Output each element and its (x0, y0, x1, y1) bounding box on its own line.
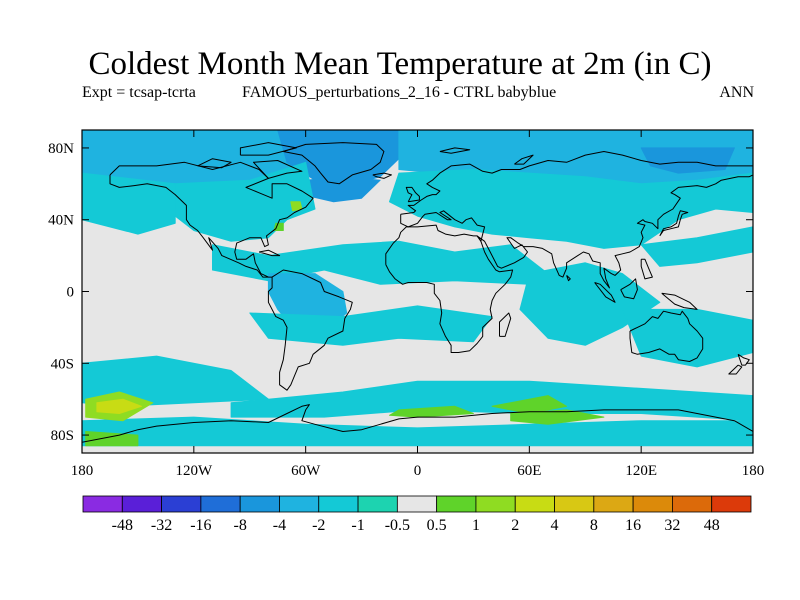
colorbar-swatch (200, 495, 241, 513)
lon-tick-label: 180 (71, 463, 94, 479)
colorbar-swatch (239, 495, 280, 513)
coastline-svalbard (439, 147, 471, 154)
coastline-novaya-zemlya (514, 154, 534, 165)
coastline-ellesmere (239, 142, 297, 156)
colorbar-label: -48 (112, 517, 133, 534)
colorbar-swatch (161, 495, 202, 513)
lon-tick-label: 60W (291, 463, 321, 479)
colorbar-swatch (514, 495, 555, 513)
coastline-uk (405, 186, 420, 203)
lat-tick-label: 80N (48, 141, 74, 157)
coastline-layer (82, 142, 753, 443)
lon-tick-label: 120E (625, 463, 657, 479)
colorbar-label: 8 (590, 517, 598, 534)
coastline-borneo (620, 278, 638, 300)
coastline-greenland (283, 142, 385, 185)
coastline-cuba (258, 249, 281, 257)
colorbar-label: 48 (704, 517, 720, 534)
coastline-madagascar (499, 312, 512, 337)
colorbar-swatch (632, 495, 673, 513)
field-weddell-warm-patch (491, 395, 568, 414)
coastline-victoria-island (197, 158, 232, 169)
coastline-new-guinea (661, 292, 698, 310)
colorbar-label: -16 (190, 517, 211, 534)
field-indian-ocean (519, 262, 661, 346)
colorbar-swatch (475, 495, 516, 513)
colorbar-swatch (711, 495, 752, 513)
colorbar-swatch (121, 495, 162, 513)
colorbar-swatch (279, 495, 320, 513)
colorbar-label: 1 (472, 517, 480, 534)
coastline-baffin (253, 160, 303, 179)
season-label: ANN (719, 84, 754, 101)
lat-tick-label: 80S (51, 428, 74, 444)
field-europe-asia (389, 169, 753, 249)
coastline-new-zealand-south (728, 364, 743, 375)
colorbar-label: 32 (664, 517, 680, 534)
map-title: Coldest Month Mean Temperature at 2m (in… (88, 46, 712, 82)
coastline-australia (629, 310, 704, 362)
colorbar-label: -2 (312, 517, 325, 534)
colorbar-label: 16 (625, 517, 641, 534)
colorbar: -48 -32 -16 -8 -4 -2 -1 -0.5 0.5 1 2 4 8 16 32 48 (82, 495, 752, 534)
colorbar-swatch (396, 495, 438, 513)
lat-tick-label: 40N (48, 213, 74, 229)
field-north-pacific (82, 172, 176, 235)
coastline-south-america (267, 269, 353, 391)
colorbar-label: 4 (551, 517, 559, 534)
field-atlantic-warm-patch (389, 405, 474, 418)
coastline-sri-lanka (566, 275, 571, 282)
coastline-sumatra (594, 282, 616, 303)
lon-tick-label: 180 (742, 463, 765, 479)
coastline-antarctica (82, 404, 753, 443)
field-pacific-hot-core (96, 398, 143, 414)
coastline-africa (385, 224, 514, 353)
lat-tick-label: 0 (67, 285, 75, 301)
coastline-new-zealand (737, 353, 750, 366)
colorbar-swatch (593, 495, 634, 513)
lon-tick-label: 60E (517, 463, 541, 479)
colorbar-label: -8 (234, 517, 247, 534)
field-southern-ocean-band (230, 380, 753, 422)
colorbar-swatch (436, 495, 477, 513)
field-indian-ocean-warm-patch (510, 409, 605, 425)
colorbar-swatch (318, 495, 359, 513)
run-label: FAMOUS_perturbations_2_16 - CTRL babyblu… (242, 84, 557, 101)
colorbar-swatch (672, 495, 713, 513)
field-antarctic-coast (82, 416, 753, 447)
colorbar-swatch (82, 495, 123, 513)
colorbar-label: -32 (151, 517, 172, 534)
experiment-label: Expt = tcsap-tcrta (82, 84, 196, 101)
field-south-atlantic-band (249, 305, 493, 346)
colorbar-swatch (554, 495, 595, 513)
colorbar-label: 0.5 (427, 517, 447, 534)
lat-tick-label: 40S (51, 356, 74, 372)
lon-tick-label: 120W (175, 463, 213, 479)
field-northeast-siberia (640, 147, 735, 174)
colorbar-label: 2 (511, 517, 519, 534)
temperature-field-layer (82, 130, 753, 447)
colorbar-swatch (357, 495, 398, 513)
longitude-axis: 180 120W 60W 0 60E 120E 180 (71, 130, 765, 479)
colorbar-label: -4 (273, 517, 286, 534)
colorbar-label: -0.5 (385, 517, 410, 534)
coastline-philippines (640, 258, 653, 280)
latitude-axis: 80N 40N 0 40S 80S (48, 141, 753, 444)
field-east-pacific (640, 226, 753, 267)
lon-tick-label: 0 (414, 463, 422, 479)
coastline-north-america (109, 161, 314, 278)
coastline-iceland (372, 172, 392, 179)
coastline-japan (659, 210, 689, 237)
colorbar-label: -1 (351, 517, 364, 534)
